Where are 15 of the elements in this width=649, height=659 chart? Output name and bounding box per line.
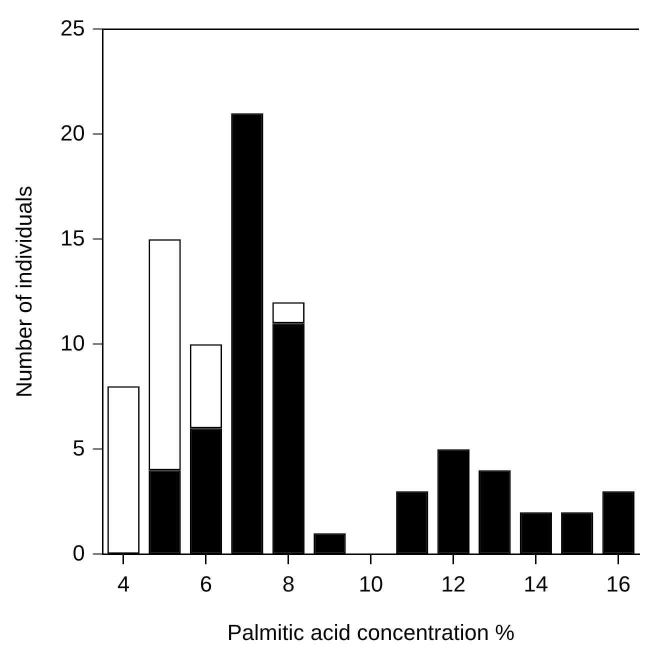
y-axis-title: Number of individuals [11,186,36,398]
y-tick-label: 0 [72,540,85,566]
x-tick-label: 10 [358,571,384,596]
y-tick-label: 20 [60,120,85,146]
y-tick-label: 15 [60,225,85,250]
y-tick-label: 25 [60,15,85,40]
y-tick-label: 10 [60,330,85,356]
x-tick-label: 6 [200,571,212,596]
x-tick-label: 4 [117,571,130,596]
x-axis-title: Palmitic acid concentration % [227,620,515,645]
x-tick-label: 16 [606,571,631,596]
x-tick-label: 12 [441,571,466,596]
x-tick-label: 14 [524,571,548,596]
x-tick-label: 8 [282,571,295,596]
y-tick-label: 5 [72,435,85,460]
